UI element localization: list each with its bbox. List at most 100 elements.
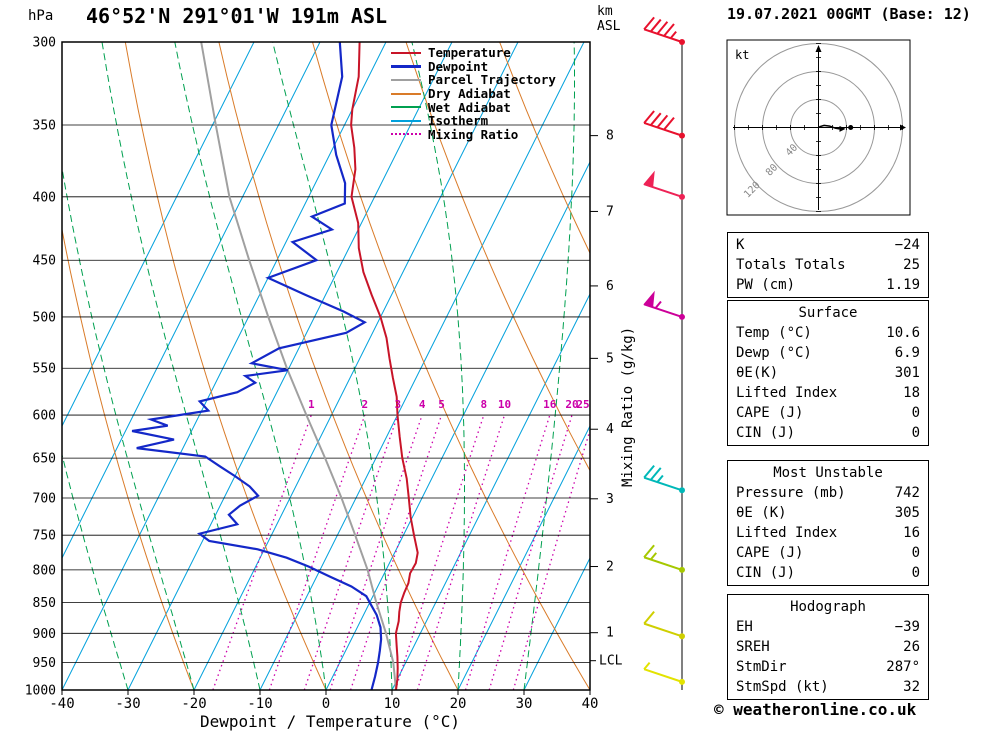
chart-legend: Temperature Dewpoint Parcel Trajectory Dry … bbox=[391, 45, 556, 142]
hodograph-table: Hodograph EH −39 SREH 26 StmDir 287° StmSpd (kt… bbox=[727, 594, 929, 700]
indices-table: K −24 Totals Totals 25 PW (cm) 1.19 bbox=[727, 232, 929, 298]
legend-swatch bbox=[391, 51, 421, 54]
stat-value: 16 bbox=[903, 525, 920, 541]
svg-text:6: 6 bbox=[606, 279, 614, 294]
svg-text:400: 400 bbox=[33, 190, 56, 205]
stat-label: CIN (J) bbox=[736, 425, 796, 441]
svg-text:-20: -20 bbox=[181, 696, 206, 712]
table-row: CAPE (J) 0 bbox=[728, 543, 928, 563]
stat-value: 0 bbox=[911, 565, 920, 581]
stat-value: −24 bbox=[894, 237, 920, 253]
stat-value: 25 bbox=[903, 257, 920, 273]
stat-value: 26 bbox=[903, 639, 920, 655]
svg-text:40: 40 bbox=[582, 696, 599, 712]
legend-item: Wet Adiabat bbox=[391, 99, 556, 115]
stat-value: 301 bbox=[894, 365, 920, 381]
wind-barb bbox=[643, 544, 685, 573]
legend-swatch bbox=[391, 78, 421, 81]
most-unstable-table: Most Unstable Pressure (mb) 742 θE (K) 305 Li… bbox=[727, 460, 929, 586]
wind-barb bbox=[643, 110, 685, 139]
stat-label: Temp (°C) bbox=[736, 325, 812, 341]
pressure-tick-labels: 300 350 400 450 500 550 600 650 700 750 800 850 900 9… bbox=[25, 36, 56, 699]
legend-swatch bbox=[391, 64, 421, 68]
table-title: Surface bbox=[798, 305, 858, 321]
svg-text:-30: -30 bbox=[115, 696, 140, 712]
svg-text:300: 300 bbox=[33, 36, 56, 51]
stat-label: Lifted Index bbox=[736, 525, 838, 541]
legend-item: Temperature bbox=[391, 45, 556, 60]
legend-item: Parcel Trajectory bbox=[391, 72, 556, 87]
svg-text:16: 16 bbox=[543, 398, 557, 411]
svg-text:2: 2 bbox=[361, 398, 368, 411]
svg-text:2: 2 bbox=[606, 560, 614, 575]
pressure-gridlines bbox=[62, 41, 590, 691]
wind-barb bbox=[643, 465, 685, 494]
stat-label: K bbox=[736, 237, 745, 253]
svg-text:650: 650 bbox=[33, 452, 56, 467]
svg-text:1000: 1000 bbox=[25, 684, 56, 699]
svg-text:950: 950 bbox=[33, 656, 56, 671]
stat-label: PW (cm) bbox=[736, 277, 796, 293]
table-row: Totals Totals 25 bbox=[728, 255, 928, 275]
legend-item: Isotherm bbox=[391, 113, 556, 128]
stat-label: Dewp (°C) bbox=[736, 345, 812, 361]
table-row: CIN (J) 0 bbox=[728, 563, 928, 583]
stat-value: 0 bbox=[911, 405, 920, 421]
model-run-title: 19.07.2021 00GMT (Base: 12) bbox=[727, 5, 971, 23]
table-row: θE(K) 301 bbox=[728, 363, 928, 383]
svg-text:1: 1 bbox=[308, 398, 315, 411]
stat-label: θE (K) bbox=[736, 505, 787, 521]
wet-adiabat-lines bbox=[62, 42, 590, 690]
wind-barb bbox=[643, 610, 685, 640]
svg-text:900: 900 bbox=[33, 627, 56, 642]
legend-item: Dry Adiabat bbox=[391, 86, 556, 102]
svg-text:4: 4 bbox=[606, 422, 614, 437]
svg-text:3: 3 bbox=[606, 492, 614, 507]
svg-text:10: 10 bbox=[498, 398, 511, 411]
storm-motion-dot bbox=[848, 125, 854, 130]
svg-text:8: 8 bbox=[480, 398, 487, 411]
table-row: K −24 bbox=[728, 235, 928, 255]
wind-barb bbox=[643, 16, 685, 45]
svg-text:-40: -40 bbox=[49, 696, 74, 712]
svg-text:25: 25 bbox=[576, 398, 589, 411]
stat-label: CIN (J) bbox=[736, 565, 796, 581]
svg-text:850: 850 bbox=[33, 596, 56, 611]
stat-label: CAPE (J) bbox=[736, 405, 804, 421]
stat-label: StmSpd (kt) bbox=[736, 679, 829, 695]
pressure-axis-unit: hPa bbox=[28, 8, 54, 24]
stat-label: θE(K) bbox=[736, 365, 779, 381]
svg-text:10: 10 bbox=[384, 696, 401, 712]
svg-text:600: 600 bbox=[33, 409, 56, 424]
svg-text:0: 0 bbox=[322, 696, 330, 712]
svg-text:450: 450 bbox=[33, 254, 56, 269]
legend-item: Dewpoint bbox=[391, 59, 556, 74]
table-title: Most Unstable bbox=[773, 465, 883, 481]
isotherm-lines bbox=[62, 42, 590, 690]
table-row: CAPE (J) 0 bbox=[728, 403, 928, 423]
table-title: Hodograph bbox=[790, 599, 866, 615]
table-row: StmSpd (kt) 32 bbox=[728, 677, 928, 697]
table-row: PW (cm) 1.19 bbox=[728, 275, 928, 295]
altitude-axis-unit: km ASL bbox=[597, 4, 621, 34]
legend-swatch bbox=[391, 106, 421, 109]
copyright-link[interactable]: © weatheronline.co.uk bbox=[714, 700, 917, 719]
legend-label: Wet Adiabat bbox=[428, 99, 511, 115]
stat-label: Totals Totals bbox=[736, 257, 846, 273]
legend-label: Dry Adiabat bbox=[428, 86, 511, 102]
svg-text:30: 30 bbox=[516, 696, 533, 712]
svg-text:5: 5 bbox=[606, 351, 614, 366]
legend-label: Mixing Ratio bbox=[428, 126, 519, 142]
legend-swatch bbox=[391, 119, 421, 122]
svg-text:800: 800 bbox=[33, 563, 56, 578]
stat-value: 0 bbox=[911, 545, 920, 561]
stat-value: 32 bbox=[903, 679, 920, 695]
stat-label: CAPE (J) bbox=[736, 545, 804, 561]
svg-text:500: 500 bbox=[33, 310, 56, 325]
parcel-trajectory-curve bbox=[200, 42, 397, 690]
stat-label: Lifted Index bbox=[736, 385, 838, 401]
svg-text:20: 20 bbox=[450, 696, 467, 712]
stat-value: 1.19 bbox=[886, 277, 920, 293]
